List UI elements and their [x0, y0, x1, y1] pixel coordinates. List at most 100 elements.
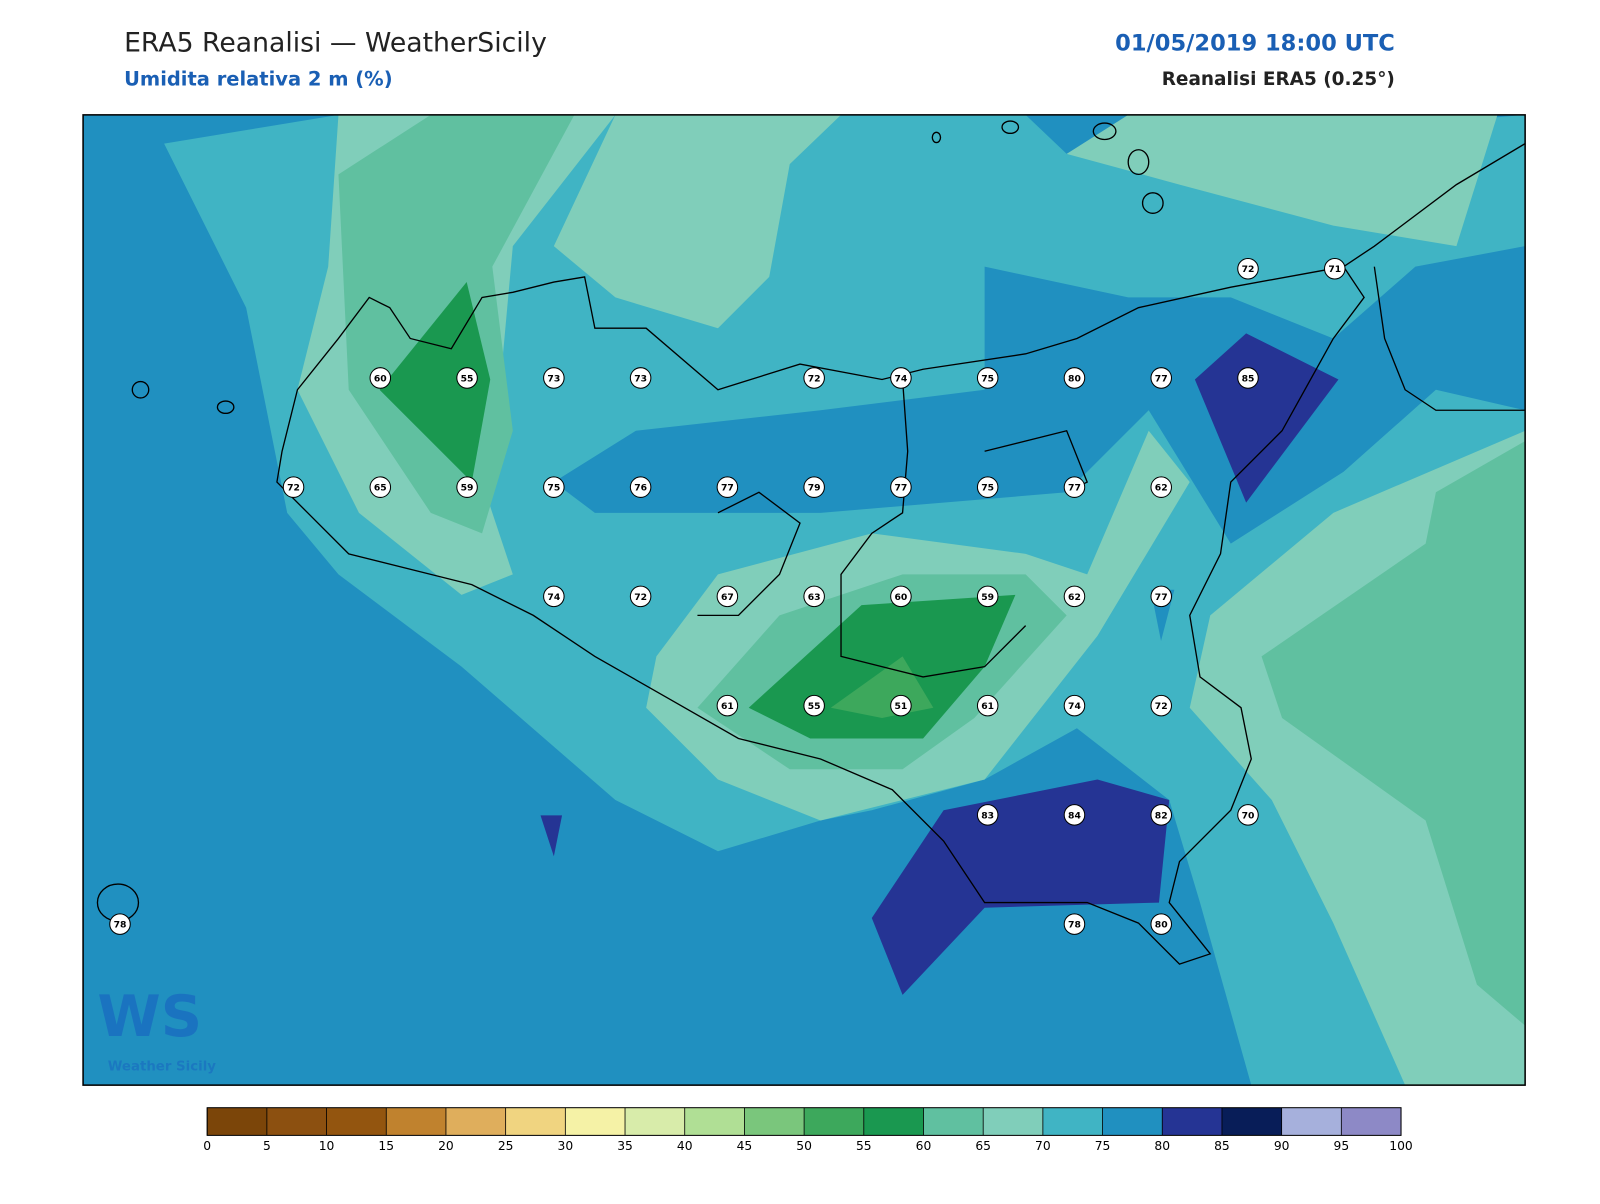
colorbar-tick-label: 50	[796, 1139, 812, 1153]
colorbar-swatch	[266, 1107, 328, 1136]
map-frame	[82, 114, 1526, 1086]
colorbar-swatch	[1341, 1107, 1402, 1136]
station-value: 72	[634, 592, 647, 603]
logo-name: Weather Sicily	[108, 1060, 217, 1075]
station-value: 74	[1068, 701, 1081, 712]
station-value: 61	[721, 701, 734, 712]
station-marker	[543, 476, 565, 498]
station-marker	[1063, 476, 1086, 498]
colorbar-tick-label: 70	[1035, 1139, 1051, 1153]
station-value: 51	[895, 701, 908, 712]
station-value: 73	[547, 373, 560, 384]
station-value: 74	[895, 373, 908, 384]
source: Reanalisi ERA5 (0.25°)	[1162, 69, 1395, 90]
contour-80-85	[540, 333, 1339, 995]
station-labels: 72 71 60 55 73 73 72 74 75 80 77 85 72 65 59 75 76 77 79 77…	[109, 257, 1346, 935]
colorbar-tick-label: 25	[498, 1139, 514, 1153]
station-marker	[1150, 694, 1172, 717]
colorbar-swatch	[207, 1107, 268, 1136]
station-marker	[1150, 476, 1172, 498]
station-marker	[890, 694, 912, 717]
station-marker	[803, 694, 825, 717]
colorbar-tick-label: 80	[1154, 1139, 1170, 1153]
station-marker	[1150, 804, 1172, 826]
colorbar-swatch	[923, 1107, 984, 1136]
station-marker	[629, 367, 652, 389]
station-value: 80	[1068, 373, 1081, 384]
station-marker	[369, 367, 392, 389]
station-marker	[716, 476, 739, 498]
colorbar-tick-label: 90	[1274, 1139, 1290, 1153]
colorbar-swatch	[1102, 1107, 1163, 1136]
station-value: 60	[895, 592, 908, 603]
station-marker	[369, 476, 392, 498]
station-value: 70	[1242, 810, 1255, 821]
station-value: 78	[114, 920, 127, 931]
station-marker	[1063, 804, 1086, 826]
colorbar-tick-label: 75	[1095, 1139, 1111, 1153]
map: 72 71 60 55 73 73 72 74 75 80 77 85 72 65 59 75 76 77 79 77…	[83, 114, 1526, 1086]
datetime: 01/05/2019 18:00 UTC	[1115, 31, 1395, 57]
station-marker	[890, 476, 912, 498]
station-value: 77	[721, 483, 734, 494]
colorbar: 0 5 10 15 20 25 30 35 40 45 50 55 60 65 70 75 80 85 90 95 10…	[203, 1107, 1413, 1153]
colorbar-swatch	[744, 1107, 805, 1136]
station-value: 72	[1155, 701, 1168, 712]
colorbar-swatch	[625, 1107, 686, 1136]
station-marker	[716, 694, 739, 717]
station-marker	[629, 585, 652, 608]
colorbar-swatch	[1221, 1107, 1283, 1136]
colorbar-swatch	[1162, 1107, 1223, 1136]
colorbar-swatch	[505, 1107, 566, 1136]
station-marker	[1150, 585, 1172, 608]
colorbar-tick-label: 100	[1389, 1139, 1412, 1153]
station-marker	[1150, 367, 1172, 389]
colorbar-tick-label: 55	[856, 1139, 872, 1153]
station-value: 77	[1155, 592, 1168, 603]
station-value: 77	[1068, 483, 1081, 494]
station-marker	[976, 476, 999, 498]
station-value: 75	[547, 483, 560, 494]
station-marker	[976, 804, 999, 826]
colorbar-tick-label: 65	[975, 1139, 991, 1153]
station-marker	[1324, 257, 1346, 280]
station-marker	[109, 913, 131, 935]
station-marker	[976, 585, 999, 608]
colorbar-tick-label: 45	[737, 1139, 753, 1153]
station-value: 77	[895, 483, 908, 494]
colorbar-tick-label: 85	[1214, 1139, 1230, 1153]
station-marker	[803, 585, 825, 608]
station-value: 72	[287, 483, 300, 494]
colorbar-tick-label: 15	[378, 1139, 394, 1153]
station-value: 74	[547, 592, 560, 603]
station-marker	[1063, 913, 1086, 935]
station-marker	[456, 367, 478, 389]
station-value: 76	[634, 483, 647, 494]
station-value: 60	[374, 373, 387, 384]
colorbar-swatch	[565, 1107, 626, 1136]
colorbar-tick-label: 0	[203, 1139, 211, 1153]
colorbar-swatch	[1281, 1107, 1342, 1136]
station-value: 78	[1068, 920, 1081, 931]
station-marker	[1150, 913, 1172, 935]
station-marker	[803, 476, 825, 498]
station-marker	[890, 367, 912, 389]
station-value: 75	[981, 483, 994, 494]
colorbar-tick-label: 5	[263, 1139, 271, 1153]
station-value: 62	[1068, 592, 1081, 603]
station-value: 62	[1155, 483, 1168, 494]
station-marker	[716, 585, 739, 608]
station-value: 72	[1242, 264, 1255, 275]
station-marker	[1237, 804, 1259, 826]
station-value: 72	[808, 373, 821, 384]
station-marker	[1063, 367, 1086, 389]
station-value: 77	[1155, 373, 1168, 384]
title: ERA5 Reanalisi — WeatherSicily	[124, 28, 547, 59]
station-marker	[456, 476, 478, 498]
station-value: 67	[721, 592, 734, 603]
colorbar-swatch	[1042, 1107, 1104, 1136]
station-value: 55	[808, 701, 821, 712]
station-value: 79	[808, 483, 821, 494]
colorbar-tick-label: 95	[1334, 1139, 1350, 1153]
